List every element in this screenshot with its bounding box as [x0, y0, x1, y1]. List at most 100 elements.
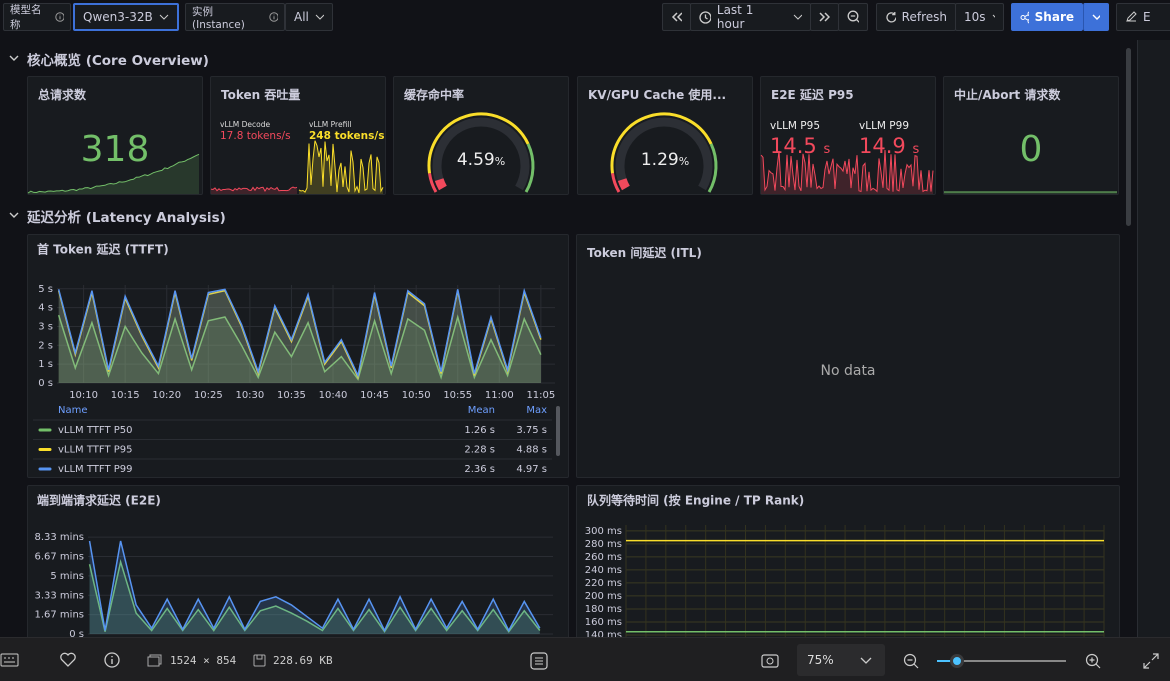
zoom-knob[interactable]	[950, 654, 964, 668]
row-chevron[interactable]	[9, 54, 19, 62]
legend-header: Name	[58, 405, 88, 416]
image-icon	[147, 654, 162, 667]
icon	[671, 12, 682, 22]
keyboard-icon[interactable]	[0, 651, 20, 669]
fullscreen-icon[interactable]	[1142, 652, 1160, 670]
sparkline-fill	[28, 154, 199, 194]
interval-select[interactable]: 10s	[955, 3, 1004, 31]
y-tick-label: 6.67 mins	[34, 551, 84, 562]
panel-title: Token 吞吐量	[221, 88, 301, 102]
chart-panel	[27, 234, 569, 478]
fit-icon[interactable]	[530, 652, 548, 670]
stat-panel: Token 吞吐量 vLLM Decode 17.8 tokens/s vLLM…	[210, 76, 386, 195]
value: 14.9	[859, 134, 906, 158]
favorite-icon[interactable]	[59, 651, 77, 669]
chevron	[159, 14, 169, 20]
row-title: 核心概览 (Core Overview)	[27, 53, 209, 69]
legend-name: vLLM TTFT P99	[58, 464, 133, 475]
sparkline	[210, 186, 298, 192]
legend-max: 3.75 s	[516, 425, 547, 436]
stat-panel: 总请求数 318	[27, 76, 203, 195]
y-tick-label: 220 ms	[585, 578, 622, 589]
row-title: 延迟分析 (Latency Analysis)	[27, 210, 226, 226]
refresh-button[interactable]: Refresh	[876, 3, 956, 31]
gauge-threshold	[611, 172, 621, 193]
y-tick-label: 200 ms	[585, 591, 622, 602]
stat-item-value: 17.8 tokens/s	[220, 130, 291, 142]
stat-item-value: 14.9 s	[859, 134, 919, 158]
zoom-value: 75%	[807, 653, 834, 667]
share-button[interactable]: Share	[1011, 3, 1083, 31]
zoom-slider[interactable]	[937, 660, 1066, 662]
file-size: 228.69 KB	[273, 654, 333, 667]
y-tick-label: 3 s	[38, 321, 53, 332]
stat-item-name: vLLM P99	[859, 120, 910, 132]
stat-item-value: 248 tokens/s	[309, 130, 385, 142]
sparkline	[27, 153, 200, 194]
series-line	[88, 540, 541, 633]
share-menu[interactable]	[1083, 3, 1109, 31]
gauge-fill	[434, 178, 447, 191]
sparkline-fill	[761, 150, 933, 194]
stat-value: 0	[1019, 129, 1043, 170]
stat-value: 318	[80, 129, 150, 170]
image-dimensions: 1524 × 854	[170, 654, 237, 667]
select-value: All	[294, 10, 309, 24]
chart-title: 首 Token 延迟 (TTFT)	[37, 242, 169, 257]
x-tick-label: 10:40	[319, 390, 348, 401]
legend-header: Max	[526, 405, 547, 416]
pencil-icon	[1126, 11, 1137, 22]
chevron	[793, 14, 802, 20]
row-chevron[interactable]	[9, 211, 19, 219]
legend-max: 4.97 s	[516, 464, 547, 475]
zoom-out-icon[interactable]	[903, 653, 919, 669]
side-panel	[1137, 40, 1170, 640]
y-tick-label: 140 ms	[585, 630, 622, 641]
series-line	[57, 314, 542, 381]
actual-size-icon[interactable]	[761, 653, 779, 669]
value: 4.59	[456, 150, 495, 170]
chevron	[992, 14, 995, 19]
series-area	[58, 289, 541, 383]
sparkline	[760, 150, 934, 193]
x-tick-label: 10:30	[235, 390, 264, 401]
variable-select[interactable]: Qwen3-32B	[73, 3, 179, 31]
variable-label: 实例 (Instance)	[185, 3, 285, 31]
legend-header: Mean	[468, 405, 495, 416]
gauge-threshold	[427, 112, 530, 174]
gauge-panel: KV/GPU Cache 使用... 1.29%	[577, 76, 753, 195]
time-picker[interactable]: Last 1 hour	[690, 3, 811, 31]
zoom-select[interactable]: 75%	[797, 644, 885, 676]
panel-title: E2E 延迟 P95	[771, 88, 854, 102]
info-icon[interactable]	[103, 651, 121, 669]
legend-name: vLLM TTFT P50	[58, 425, 133, 436]
value: 14.5	[770, 134, 817, 158]
variable-select[interactable]: All	[285, 3, 333, 31]
icon	[819, 12, 830, 22]
series-area	[89, 540, 540, 634]
time-range: Last 1 hour	[716, 3, 754, 31]
share-icon	[1020, 11, 1029, 23]
legend-max: 4.88 s	[516, 445, 547, 456]
zoom-in-icon[interactable]	[1085, 653, 1101, 669]
y-tick-label: 180 ms	[585, 604, 622, 615]
y-tick-label: 300 ms	[585, 526, 622, 537]
variable-label: 模型名称	[3, 3, 71, 31]
unit: %	[678, 155, 690, 168]
y-tick-label: 160 ms	[585, 617, 622, 628]
chart-title: 队列等待时间 (按 Engine / TP Rank)	[587, 493, 804, 508]
scrollbar[interactable]	[1126, 48, 1131, 226]
info-icon	[55, 12, 64, 22]
x-tick-label: 10:45	[360, 390, 389, 401]
x-tick-label: 10:10	[69, 390, 98, 401]
gauge-value: 4.59%	[394, 150, 568, 170]
gauge-fill	[617, 178, 630, 191]
x-tick-label: 10:35	[277, 390, 306, 401]
shift-forward-button[interactable]	[810, 3, 839, 31]
chart-title: 端到端请求延迟 (E2E)	[37, 493, 161, 508]
y-tick-label: 5 mins	[50, 571, 84, 582]
edit-button[interactable]: E	[1116, 3, 1170, 31]
x-tick-label: 10:15	[111, 390, 140, 401]
zoom-out-button[interactable]	[838, 3, 868, 31]
